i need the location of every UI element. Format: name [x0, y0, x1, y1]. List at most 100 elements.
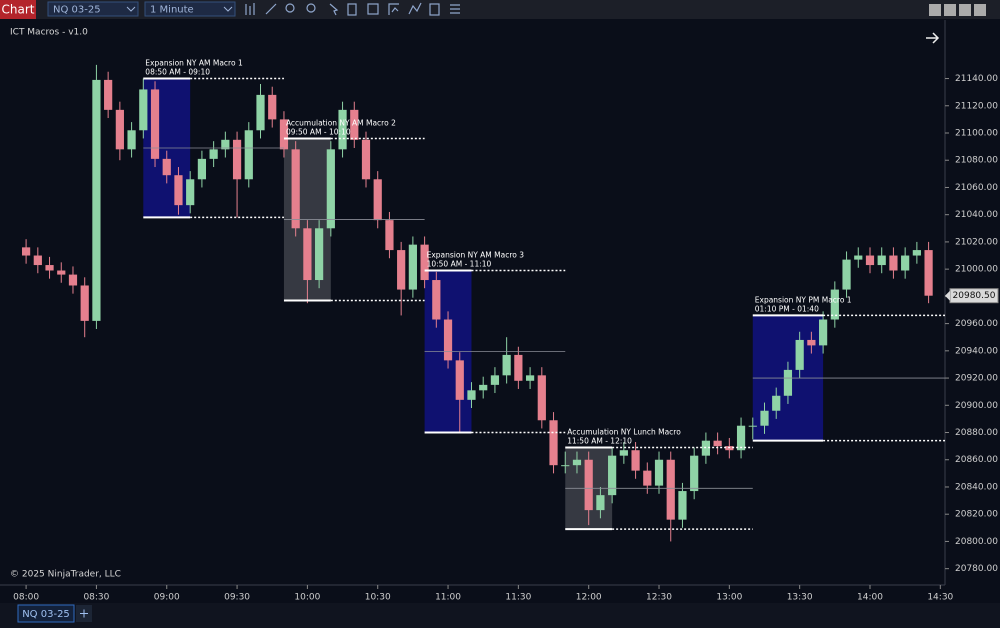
menu-icon[interactable] — [450, 4, 460, 14]
window-button[interactable] — [974, 4, 986, 16]
zoom-out-icon[interactable] — [306, 3, 316, 13]
props-icon[interactable] — [347, 3, 357, 16]
y-tick-label: 21080.00 — [955, 156, 998, 166]
x-tick-label: 09:30 — [224, 593, 250, 603]
instrument-label: NQ 03-25 — [53, 5, 101, 16]
bars-icon[interactable] — [245, 3, 255, 15]
template-icon[interactable] — [367, 3, 379, 15]
scroll-arrow[interactable] — [926, 32, 940, 44]
x-tick-label: 11:30 — [505, 593, 531, 603]
macro-name: Accumulation NY AM Macro 2 — [286, 118, 396, 127]
candle-body — [572, 459, 582, 466]
chart-tab-label: Chart — [2, 3, 35, 17]
x-tick-label: 11:00 — [435, 593, 461, 603]
candle-body — [244, 130, 253, 180]
candle-body — [807, 339, 816, 346]
x-tick-label: 10:30 — [365, 593, 391, 603]
candle-body — [174, 175, 183, 206]
y-tick-label: 20940.00 — [955, 346, 998, 356]
macro-time: 11:50 AM - 12:10 — [567, 436, 632, 445]
candle-body — [127, 130, 136, 150]
candles — [21, 64, 933, 542]
candle-body — [291, 149, 300, 229]
x-tick-label: 08:30 — [83, 593, 109, 603]
candle-body — [819, 319, 828, 346]
candle-body — [631, 450, 640, 471]
window-button[interactable] — [929, 4, 941, 16]
candle-body — [92, 79, 101, 321]
window-button[interactable] — [959, 4, 971, 16]
y-tick-label: 21120.00 — [955, 101, 998, 111]
candle-body — [232, 139, 242, 180]
candle-body — [385, 220, 394, 251]
macro-name: Expansion NY PM Macro 1 — [755, 295, 852, 304]
candle-body — [361, 139, 371, 180]
candle-body — [654, 459, 664, 486]
candle-body — [783, 369, 793, 396]
candle-body — [912, 250, 921, 256]
y-tick-label: 20860.00 — [955, 455, 998, 465]
candle-body — [584, 459, 593, 511]
candle-body — [45, 265, 54, 271]
window-button[interactable] — [944, 4, 956, 16]
macro-time: 10:50 AM - 11:10 — [427, 260, 492, 269]
candle-body — [68, 274, 78, 286]
candle-body — [150, 89, 160, 159]
macro-name: Accumulation NY Lunch Macro — [567, 427, 681, 436]
candle-body — [279, 119, 289, 150]
candle-body — [408, 244, 417, 290]
macro-time: 01:10 PM - 01:40 — [755, 304, 819, 313]
candle-body — [854, 255, 863, 260]
footer-tab[interactable] — [17, 604, 75, 623]
interval-label: 1 Minute — [150, 5, 194, 16]
candle-body — [901, 255, 910, 271]
candle-body — [315, 228, 324, 281]
candle-body — [443, 319, 453, 361]
candle-body — [221, 139, 230, 150]
pointer-icon[interactable] — [329, 3, 339, 16]
instrument-select[interactable] — [47, 1, 139, 17]
candle-body — [748, 425, 757, 427]
candle-body — [760, 410, 769, 426]
candle-body — [373, 179, 382, 221]
candle-body — [397, 250, 406, 290]
candle-body — [490, 375, 500, 385]
candle-body — [432, 280, 441, 320]
candle-body — [350, 109, 359, 140]
interval-select[interactable] — [144, 1, 236, 17]
chart-tab[interactable] — [0, 0, 36, 19]
candle-body — [596, 495, 605, 511]
candle-body — [21, 247, 31, 256]
candle-body — [115, 109, 124, 150]
x-tick-label: 10:00 — [294, 593, 320, 603]
candle-body — [455, 360, 464, 400]
candle-body — [889, 255, 898, 271]
candle-body — [338, 109, 347, 150]
candle-body — [678, 491, 687, 520]
footer-bar — [0, 603, 1000, 628]
candle-body — [736, 425, 746, 451]
strategy-icon[interactable] — [388, 3, 399, 15]
macro-time: 08:50 AM - 09:10 — [145, 68, 210, 77]
list-icon[interactable] — [429, 3, 440, 16]
indicator-icon[interactable] — [408, 2, 422, 15]
candle-body — [256, 94, 265, 131]
candle-body — [795, 339, 804, 370]
draw-icon[interactable] — [265, 3, 277, 15]
y-tick-label: 20800.00 — [955, 537, 998, 547]
y-tick-label: 20780.00 — [955, 564, 998, 574]
last-price-pointer — [945, 290, 950, 301]
y-tick-label: 20920.00 — [955, 374, 998, 384]
candle-body — [479, 384, 488, 391]
candle-body — [549, 420, 558, 466]
toolbar-icons — [245, 2, 460, 16]
candle-body — [502, 354, 511, 376]
footer-tab-label: NQ 03-25 — [22, 609, 70, 620]
candle-body — [303, 228, 312, 281]
candle-body — [608, 455, 617, 496]
x-tick-label: 14:00 — [857, 593, 883, 603]
y-tick-label: 20960.00 — [955, 319, 998, 329]
y-tick-label: 21000.00 — [955, 265, 998, 275]
copyright: © 2025 NinjaTrader, LLC — [10, 570, 121, 580]
zoom-in-icon[interactable] — [285, 3, 295, 13]
